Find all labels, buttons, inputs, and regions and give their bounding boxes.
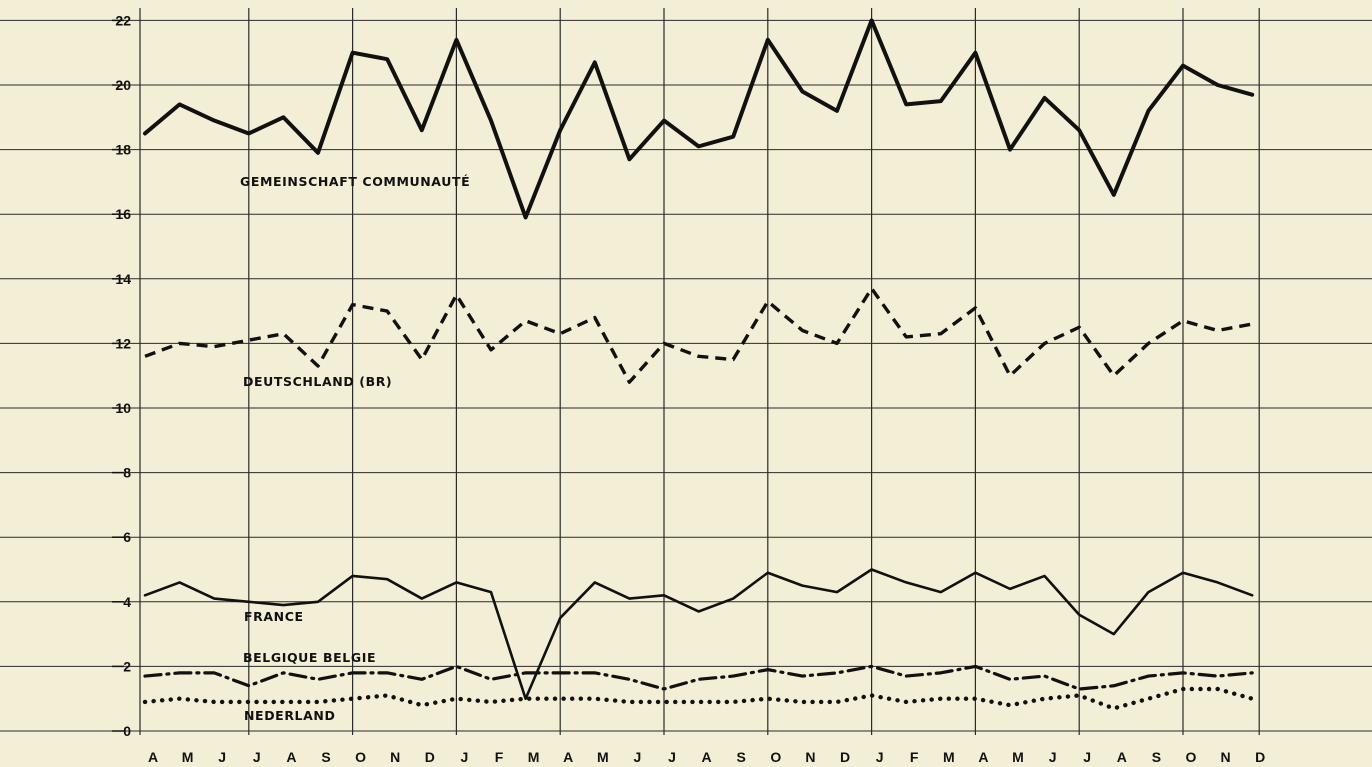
x-tick-label: J bbox=[1049, 749, 1057, 765]
x-tick-label: A bbox=[286, 749, 296, 765]
series-label-belgique: BELGIQUE BELGIE bbox=[243, 650, 376, 665]
y-tick-label: 6 bbox=[123, 529, 131, 545]
x-tick-label: N bbox=[1221, 749, 1231, 765]
y-tick-label: 0 bbox=[123, 723, 131, 739]
x-tick-label: N bbox=[390, 749, 400, 765]
x-tick-label: F bbox=[910, 749, 919, 765]
x-tick-label: A bbox=[1117, 749, 1127, 765]
y-tick-label: 8 bbox=[123, 465, 131, 481]
x-tick-label: D bbox=[840, 749, 850, 765]
x-tick-label: A bbox=[978, 749, 988, 765]
x-tick-label: D bbox=[425, 749, 435, 765]
x-tick-label: J bbox=[668, 749, 676, 765]
axes: 0 2 4 6 8 10 12 14 16 18 20 22 A M J J A S O N D J F M A M J J A S O N D… bbox=[112, 12, 1265, 765]
x-tick-label: J bbox=[253, 749, 261, 765]
x-tick-label: F bbox=[495, 749, 504, 765]
x-tick-label: J bbox=[876, 749, 884, 765]
y-tick-label: 12 bbox=[115, 335, 131, 351]
y-tick-label: 22 bbox=[115, 12, 131, 28]
y-tick-label: 2 bbox=[123, 658, 131, 674]
y-tick-label: 18 bbox=[115, 142, 131, 158]
x-tick-label: O bbox=[355, 749, 366, 765]
y-tick-label: 14 bbox=[115, 271, 131, 287]
x-tick-label: M bbox=[528, 749, 540, 765]
x-tick-label: M bbox=[1012, 749, 1024, 765]
series-line-2 bbox=[143, 568, 1254, 701]
y-tick-label: 20 bbox=[115, 77, 131, 93]
x-tick-label: S bbox=[1152, 749, 1161, 765]
x-tick-label: O bbox=[770, 749, 781, 765]
x-tick-label: A bbox=[563, 749, 573, 765]
y-tick-label: 10 bbox=[115, 400, 131, 416]
series-label-france: FRANCE bbox=[244, 609, 304, 624]
x-tick-label: J bbox=[461, 749, 469, 765]
y-tick-label: 4 bbox=[123, 594, 131, 610]
series-lines bbox=[142, 18, 1255, 711]
series-label-nederland: NEDERLAND bbox=[244, 708, 335, 723]
series-line-0 bbox=[143, 18, 1255, 220]
x-tick-label: J bbox=[218, 749, 226, 765]
x-tick-label: M bbox=[943, 749, 955, 765]
x-tick-label: J bbox=[1083, 749, 1091, 765]
x-tick-label: N bbox=[805, 749, 815, 765]
x-tick-label: O bbox=[1186, 749, 1197, 765]
x-tick-label: A bbox=[702, 749, 712, 765]
series-label-deutschland: DEUTSCHLAND (BR) bbox=[243, 374, 392, 389]
series-label-gemeinschaft: GEMEINSCHAFT COMMUNAUTÉ bbox=[240, 174, 470, 189]
x-tick-label: M bbox=[182, 749, 194, 765]
series-line-3 bbox=[143, 664, 1254, 691]
x-tick-label: M bbox=[597, 749, 609, 765]
x-tick-label: J bbox=[634, 749, 642, 765]
x-tick-label: S bbox=[737, 749, 746, 765]
series-labels: GEMEINSCHAFT COMMUNAUTÉ DEUTSCHLAND (BR)… bbox=[240, 174, 470, 723]
series-line-1 bbox=[144, 286, 1253, 384]
x-tick-label: A bbox=[148, 749, 158, 765]
y-tick-label: 16 bbox=[115, 206, 131, 222]
series-line-4 bbox=[142, 686, 1255, 711]
x-tick-label: D bbox=[1255, 749, 1265, 765]
x-tick-label: S bbox=[321, 749, 330, 765]
